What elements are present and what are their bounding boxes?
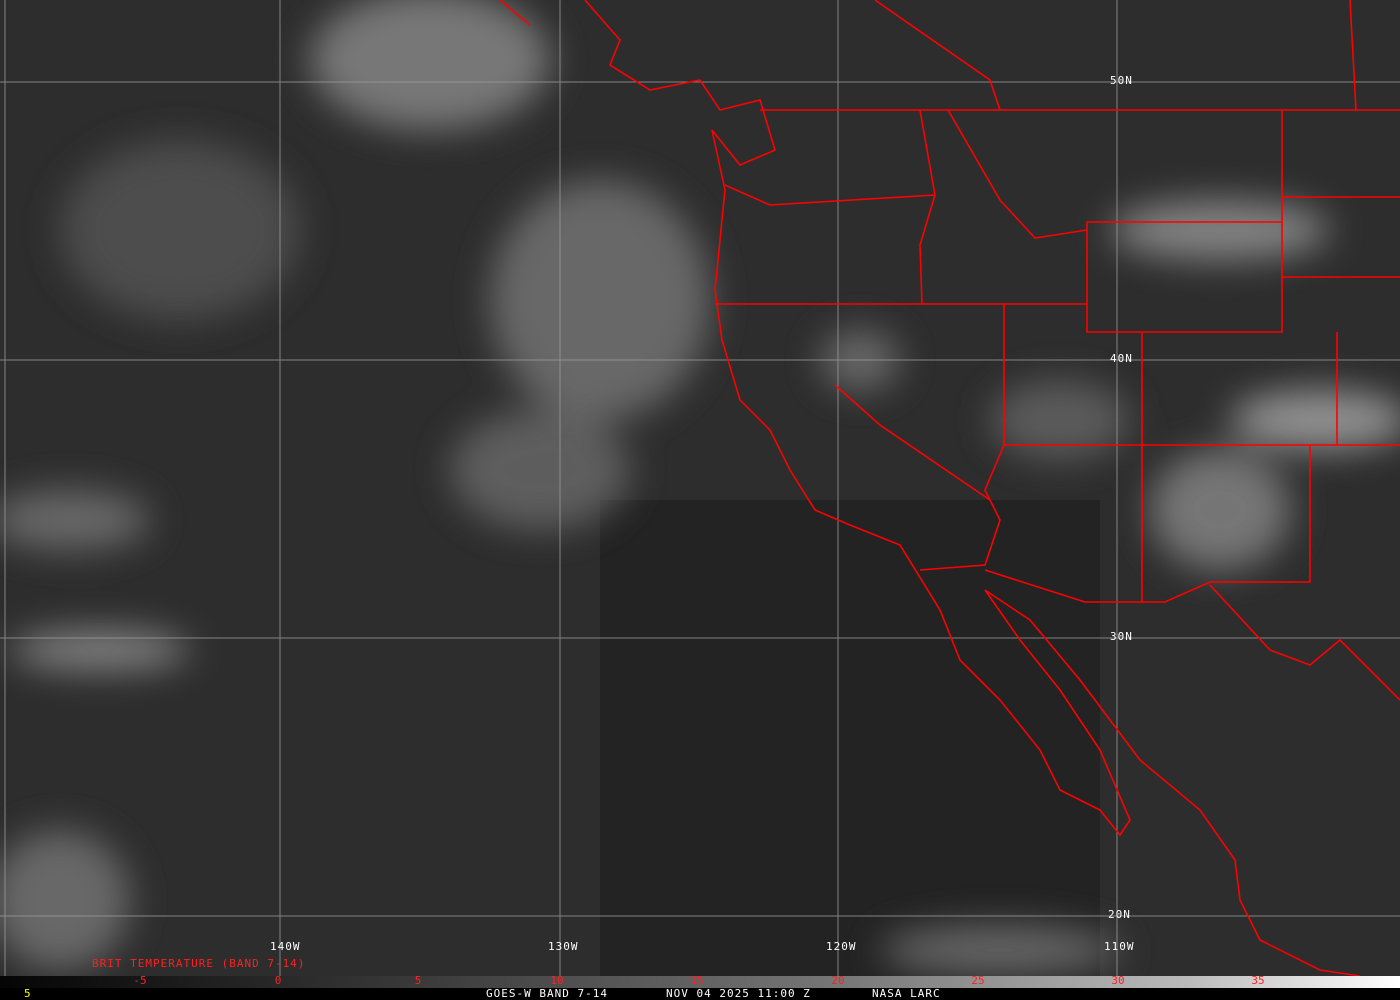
data-source: NASA LARC [872, 987, 941, 1000]
satellite-image [0, 0, 1400, 976]
colorbar-tick: 35 [1251, 974, 1265, 987]
temperature-colorbar: -5 0 5 10 15 20 25 30 35 [0, 974, 1400, 988]
lat-label-50n: 50N [1110, 74, 1133, 87]
lat-label-30n: 30N [1110, 630, 1133, 643]
coastline [499, 0, 1361, 976]
colorbar-tick: -5 [133, 974, 147, 987]
colorbar-tick: 25 [971, 974, 985, 987]
us-canada-border [760, 0, 1400, 111]
lon-label-110w: 110W [1104, 940, 1135, 953]
colorbar-tick: 0 [274, 974, 282, 987]
colorbar-tick: 30 [1111, 974, 1125, 987]
frame-number: 5 [24, 987, 32, 1000]
colorbar-tick: 20 [831, 974, 845, 987]
lat-label-40n: 40N [1110, 352, 1133, 365]
satellite-band: GOES-W BAND 7-14 [486, 987, 608, 1000]
state-borders [715, 109, 1400, 701]
lat-lon-grid [0, 0, 1400, 976]
cloud-layer [0, 0, 1400, 976]
image-datetime: NOV 04 2025 11:00 Z [666, 987, 811, 1000]
footer-bar: 5 GOES-W BAND 7-14 NOV 04 2025 11:00 Z N… [0, 987, 1400, 1000]
colorbar-tick: 15 [690, 974, 704, 987]
lon-label-120w: 120W [826, 940, 857, 953]
colorbar-tick: 10 [550, 974, 564, 987]
political-borders [499, 0, 1400, 976]
lon-label-140w: 140W [270, 940, 301, 953]
lat-label-20n: 20N [1108, 908, 1131, 921]
colorbar-tick: 5 [414, 974, 422, 987]
lon-label-130w: 130W [548, 940, 579, 953]
legend-title: BRIT TEMPERATURE (BAND 7-14) [92, 957, 306, 970]
